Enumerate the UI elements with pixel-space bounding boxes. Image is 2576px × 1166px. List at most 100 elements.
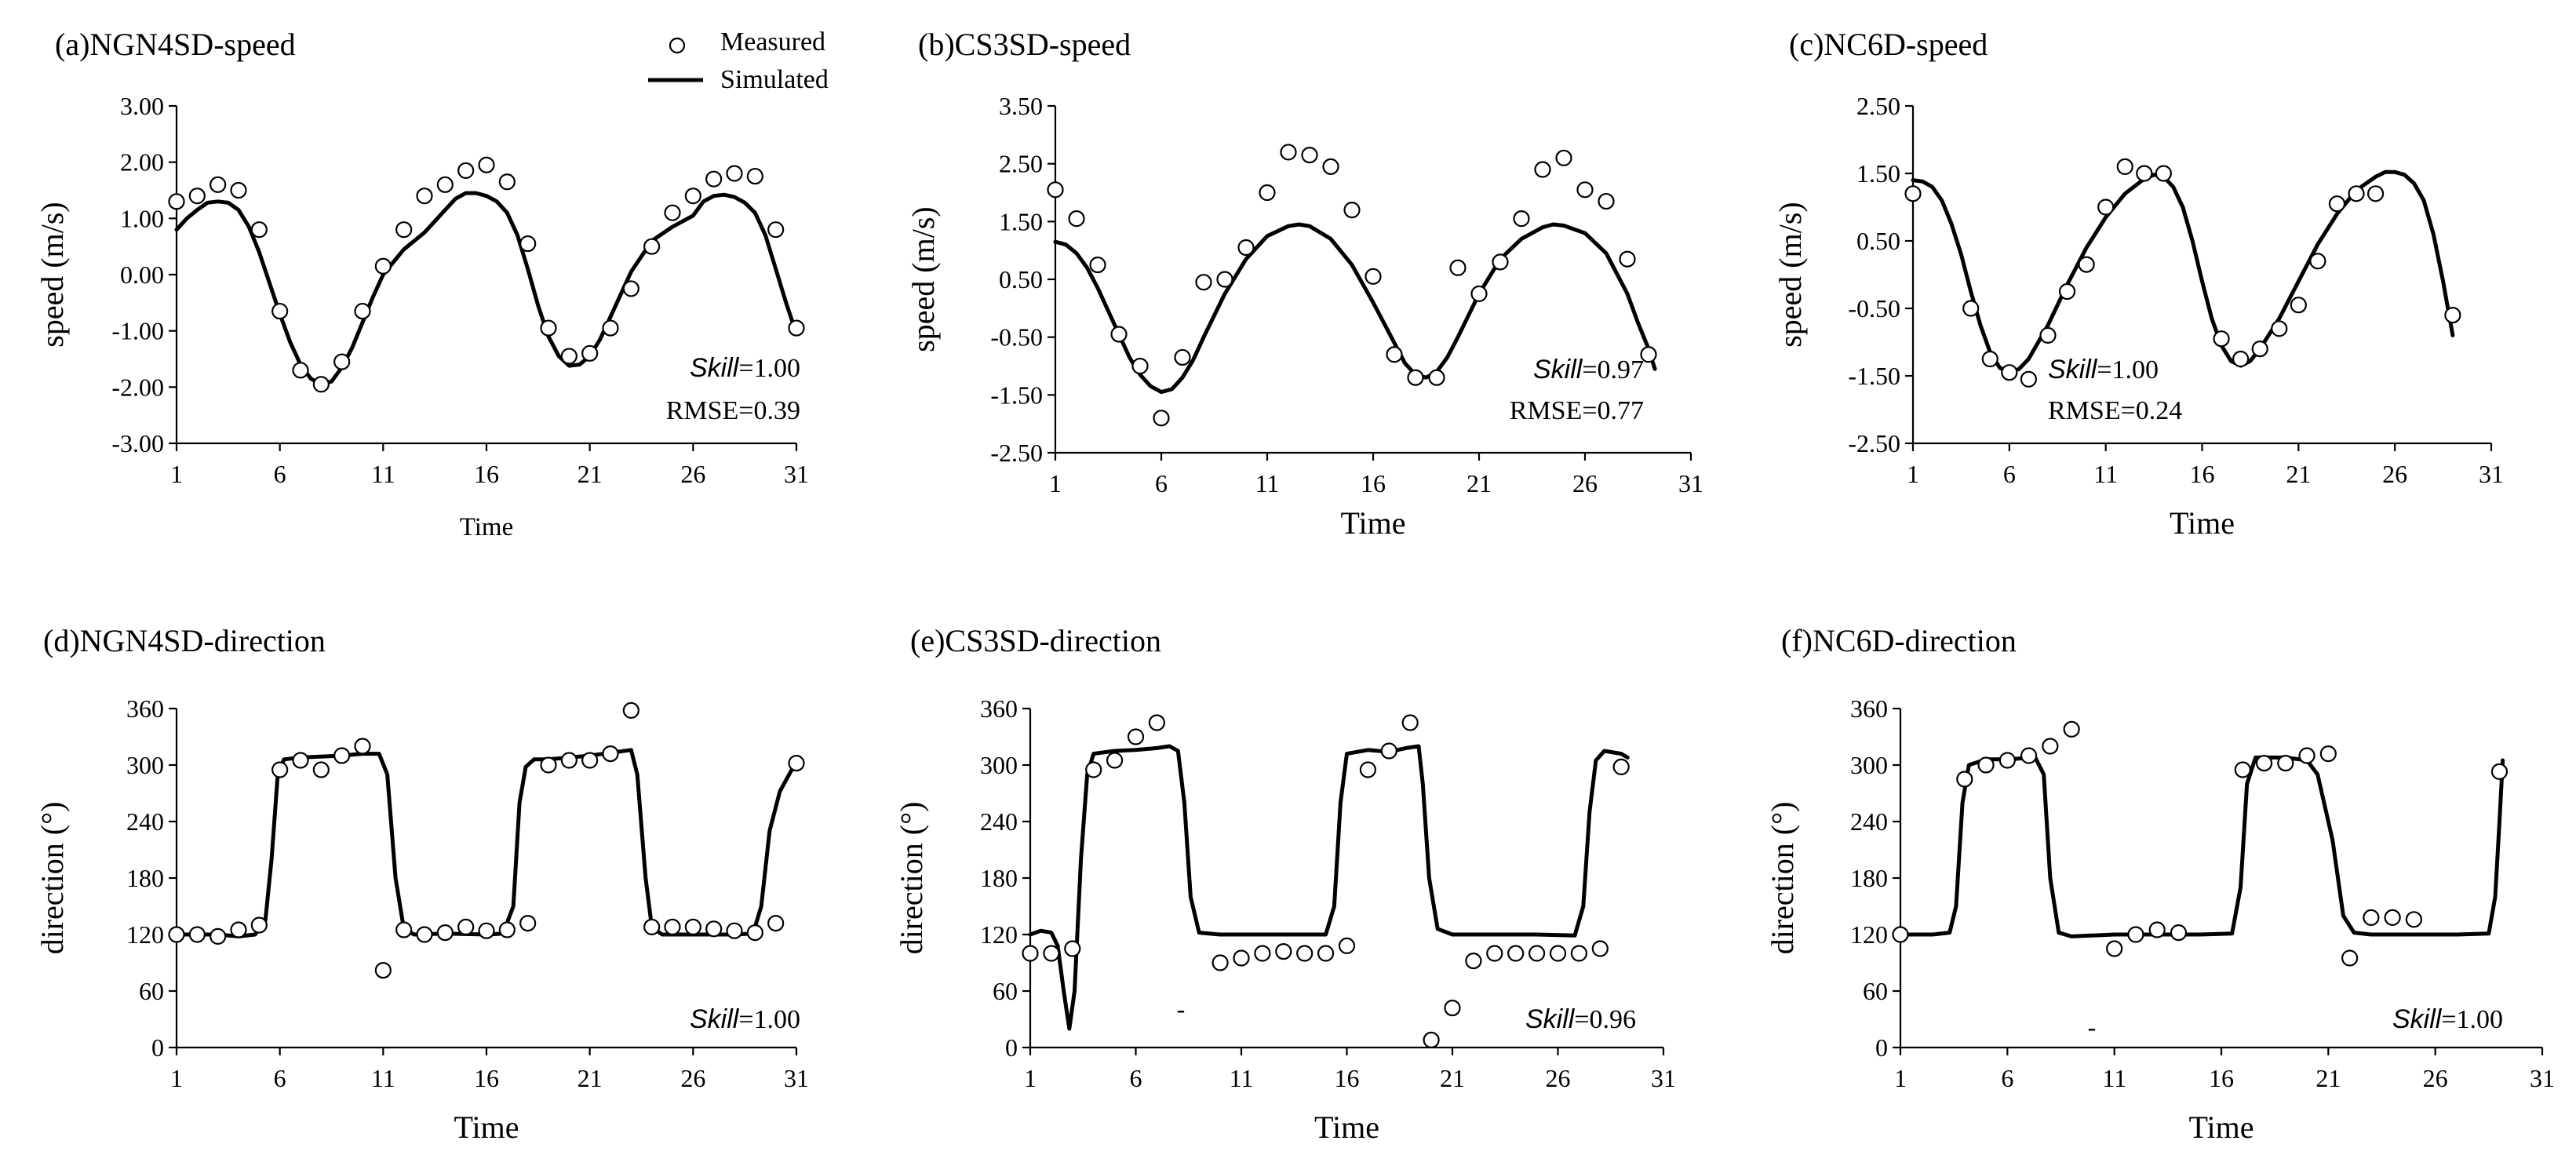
measured-point-e [1465, 952, 1482, 970]
panel-d: (d)NGN4SD-direction direction (°) Time 360 3… [35, 623, 809, 1145]
measured-point-b [1343, 202, 1361, 219]
measured-point-e [1317, 945, 1335, 962]
simulated-line-a [174, 191, 799, 387]
y-tick-label-e: 300 [980, 751, 1018, 779]
x-tick-label-c: 21 [2286, 460, 2311, 488]
measured-point-e [1380, 742, 1397, 760]
y-axis-label-e: direction (°) [894, 802, 929, 955]
simulated-line-b [1053, 222, 1657, 395]
measured-point-d [395, 921, 413, 938]
y-tick-label-a: -3.00 [111, 429, 164, 457]
measured-point-d [478, 922, 495, 939]
measured-point-b [1576, 181, 1594, 199]
measured-point-a [395, 221, 413, 239]
x-tick-label-f: 21 [2315, 1064, 2341, 1092]
stray-mark-f: - [2088, 1013, 2097, 1041]
measured-point-b [1216, 271, 1233, 288]
measured-point-e [1507, 945, 1525, 962]
measured-point-f [2298, 747, 2315, 764]
y-tick-label-f: 120 [1850, 920, 1888, 949]
y-tick-label-e: 360 [980, 694, 1018, 723]
x-tick-label-d: 6 [274, 1064, 286, 1092]
measured-point-d [168, 926, 185, 943]
measured-point-a [581, 344, 599, 362]
measured-point-b [1365, 268, 1382, 285]
y-tick-label-d: 120 [126, 920, 164, 949]
measured-point-b [1534, 161, 1551, 178]
measured-point-d [457, 918, 475, 936]
measured-point-c [2251, 341, 2268, 358]
panel-a: (a)NGN4SD-speed speed (m/s) Time 3.00 2.00 1.… [35, 27, 809, 541]
measured-point-f [1977, 756, 1995, 774]
measured-point-d [767, 914, 785, 932]
y-tick-label-a: 1.00 [120, 204, 164, 232]
x-tick-label-d: 21 [578, 1064, 603, 1092]
measured-point-a [788, 319, 805, 337]
panel-f: (f)NC6D-direction direction (°) Time 360 300… [1765, 623, 2555, 1145]
y-tick-label-d: 60 [139, 977, 164, 1005]
measured-point-d [292, 752, 309, 769]
x-tick-label-a: 1 [170, 460, 183, 488]
measured-point-c [2039, 326, 2057, 344]
measured-point-b [1640, 346, 1657, 363]
measured-point-f [2363, 909, 2380, 927]
measured-point-c [2001, 364, 2018, 381]
legend-measured-label: Measured [720, 27, 825, 56]
measured-point-f [2148, 921, 2166, 938]
y-axis-label-f: direction (°) [1765, 802, 1800, 955]
measured-point-a [210, 176, 227, 193]
measured-point-b [1598, 192, 1615, 210]
measured-point-f [2170, 924, 2188, 942]
x-tick-label-c: 26 [2382, 460, 2407, 488]
measured-point-f [2042, 738, 2059, 755]
x-tick-label-f: 6 [2001, 1064, 2013, 1092]
measured-point-c [1904, 185, 1922, 202]
x-tick-label-b: 26 [1572, 469, 1598, 497]
measured-point-a [726, 165, 743, 182]
measured-point-b [1555, 149, 1572, 166]
x-axis-label-d: Time [454, 1110, 519, 1145]
x-axis-label-c: Time [2170, 505, 2235, 541]
stray-mark-e: - [1177, 995, 1186, 1023]
x-tick-label-f: 26 [2423, 1064, 2448, 1092]
measured-point-e [1106, 752, 1124, 769]
measured-point-d [643, 918, 661, 936]
panel-e: (e)CS3SD-direction direction (°) Time 360 30… [894, 623, 1676, 1145]
measured-point-f [2020, 747, 2038, 764]
measured-point-d [374, 961, 392, 979]
skill-annotation-f: Skill=1.00 [2392, 1004, 2503, 1034]
x-tick-label-e: 1 [1024, 1064, 1037, 1092]
y-tick-label-b: 3.50 [999, 92, 1043, 120]
rmse-annotation-b: RMSE=0.77 [1510, 396, 1644, 425]
measured-point-b [1174, 348, 1191, 366]
panel-b: (b)CS3SD-speed speed (m/s) Time 3.50 2.50 1.5… [905, 27, 1703, 541]
y-tick-label-e: 0 [1005, 1033, 1018, 1062]
measured-point-e [1211, 954, 1229, 971]
measured-point-c [2020, 370, 2037, 388]
measured-point-a [416, 188, 433, 205]
y-tick-label-f: 240 [1850, 807, 1888, 836]
measured-point-e [1148, 714, 1166, 731]
x-tick-label-f: 11 [2102, 1064, 2126, 1092]
measured-point-e [1528, 945, 1546, 962]
legend: Measured Simulated [648, 27, 829, 94]
measured-point-c [1962, 300, 1980, 317]
measured-point-e [1064, 940, 1081, 957]
measured-point-a [436, 176, 454, 193]
measured-point-e [1085, 761, 1102, 778]
legend-simulated-label: Simulated [720, 65, 829, 94]
x-tick-label-e: 26 [1546, 1064, 1571, 1092]
measured-point-b [1237, 239, 1255, 257]
panel-title-b: (b)CS3SD-speed [918, 27, 1131, 62]
simulated-line-e [1028, 744, 1630, 1031]
measured-point-a [168, 193, 185, 210]
measured-point-f [2384, 909, 2401, 927]
x-tick-label-b: 16 [1361, 469, 1386, 497]
measured-point-c [2232, 350, 2250, 368]
measured-point-a [354, 302, 371, 320]
measured-point-b [1449, 259, 1467, 276]
measured-point-f [1956, 771, 1973, 788]
measured-point-a [457, 162, 475, 180]
simulated-line-f [1898, 755, 2505, 938]
measured-point-d [354, 738, 371, 755]
